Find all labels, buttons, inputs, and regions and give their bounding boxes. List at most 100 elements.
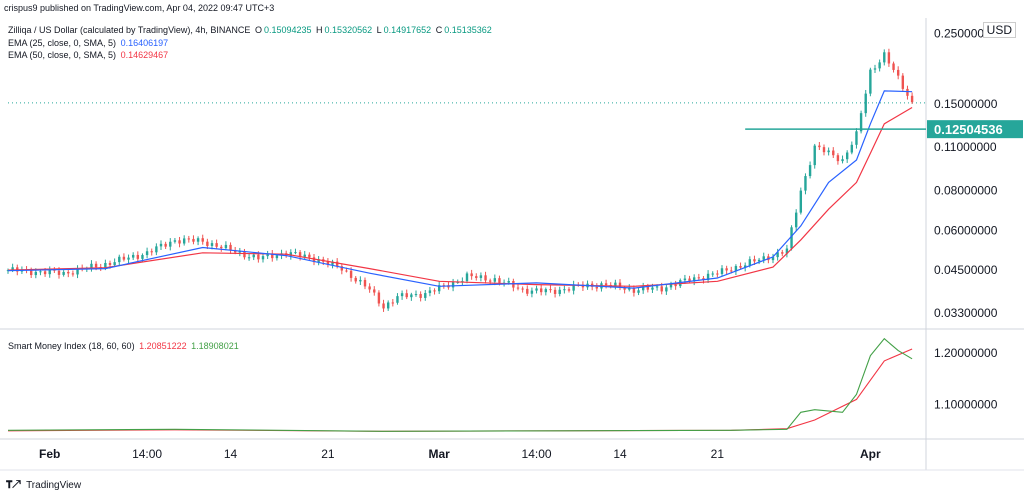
candle-body [400, 293, 404, 297]
candle-body [808, 165, 812, 177]
candle-body [233, 250, 237, 253]
candle-body [674, 284, 677, 287]
candle-body [340, 266, 344, 271]
candle-body [887, 52, 891, 64]
time-tick-label: Mar [429, 447, 451, 461]
candle-body [706, 273, 710, 281]
ohlc-high: 0.15320562 [324, 25, 373, 35]
candle-body [651, 287, 654, 290]
candle-body [289, 252, 293, 256]
candle-body [475, 276, 478, 278]
candle-body [799, 190, 803, 213]
smi-line [7, 337, 913, 432]
candle-body [433, 290, 436, 292]
candle-body [762, 256, 765, 260]
time-tick-label: Apr [860, 447, 881, 461]
smi-legend: Smart Money Index (18, 60, 60) 1.2085122… [8, 341, 241, 351]
candle-body [910, 95, 914, 103]
main-legend: Zilliqa / US Dollar (calculated by Tradi… [8, 25, 494, 35]
time-tick-label: 14:00 [522, 447, 552, 461]
currency-label[interactable]: USD [982, 22, 1016, 38]
candle-body [702, 278, 705, 281]
candle-body [637, 290, 640, 293]
candle-body [192, 238, 195, 242]
candle-body [628, 287, 631, 290]
candle-body [113, 262, 116, 266]
candle-body [692, 277, 696, 282]
candle-body [771, 257, 775, 261]
candle-body [373, 289, 376, 293]
smi-value-2: 1.18908021 [191, 341, 239, 351]
candle-body [303, 254, 306, 257]
candle-body [252, 254, 255, 258]
smi-tick-label: 1.10000000 [934, 398, 998, 412]
candle-body [382, 303, 385, 309]
candle-body [39, 271, 42, 273]
candle-body [725, 268, 728, 271]
candle-body [201, 238, 204, 242]
candle-body [271, 253, 274, 259]
time-tick-label: 14 [613, 447, 627, 461]
candle-body [493, 278, 497, 282]
price-tick-label: 0.15000000 [934, 97, 998, 111]
candle-body [354, 277, 357, 282]
candle-body [215, 243, 218, 247]
candle-body [145, 251, 149, 256]
candle-body [827, 150, 830, 153]
ohlc-open-label: O [254, 25, 262, 35]
candle-body [11, 267, 14, 271]
candle-body [878, 62, 881, 69]
candle-body [437, 285, 441, 292]
candle-body [869, 69, 872, 94]
candle-body [391, 302, 395, 304]
ema25-legend: EMA (25, close, 0, SMA, 5) 0.16406197 [8, 38, 170, 48]
ohlc-low-label: L [376, 25, 382, 35]
brand-text: TradingView [26, 480, 82, 491]
candle-body [127, 257, 130, 260]
price-tick-label: 0.03300000 [934, 306, 998, 320]
candle-body [326, 261, 330, 265]
candle-body [465, 273, 469, 282]
candle-body [410, 294, 413, 298]
candle-body [859, 113, 863, 132]
candle-body [210, 243, 214, 246]
candle-body [261, 256, 265, 260]
candle-body [104, 262, 107, 268]
price-tick-label: 0.11000000 [934, 140, 997, 154]
candle-body [669, 284, 673, 288]
candle-body [845, 152, 849, 160]
candle-body [62, 271, 65, 275]
candle-body [794, 212, 798, 228]
candle-body [335, 261, 339, 267]
candle-body [428, 290, 432, 294]
ema50-line [7, 106, 913, 287]
candle-body [243, 251, 246, 258]
time-tick-label: 21 [711, 447, 725, 461]
candle-body [178, 240, 181, 244]
candle-body [317, 259, 320, 263]
symbol-title: Zilliqa / US Dollar (calculated by Tradi… [8, 25, 251, 35]
candle-body [632, 287, 636, 293]
candle-body [108, 262, 112, 266]
ohlc-high-label: H [316, 25, 323, 35]
candle-body [229, 244, 232, 251]
candle-body [716, 273, 719, 275]
candle-body [298, 252, 302, 257]
candle-body [359, 279, 362, 282]
candle-body [665, 287, 668, 292]
candle-body [118, 256, 121, 263]
price-tick-label: 0.06000000 [934, 223, 998, 237]
candle-body [530, 290, 534, 294]
candle-body [896, 69, 900, 76]
candle-body [660, 286, 663, 292]
price-tick-label: 0.04500000 [934, 263, 998, 277]
ohlc-open: 0.15094235 [263, 25, 312, 35]
candle-body [294, 252, 297, 254]
price-tick-label: 0.08000000 [934, 184, 998, 198]
price-tick-label: 0.25000000 [934, 27, 998, 41]
candle-body [883, 52, 886, 63]
candle-body [836, 155, 840, 162]
candle-body [892, 63, 895, 70]
candle-body [43, 271, 47, 275]
candle-body [790, 227, 793, 249]
